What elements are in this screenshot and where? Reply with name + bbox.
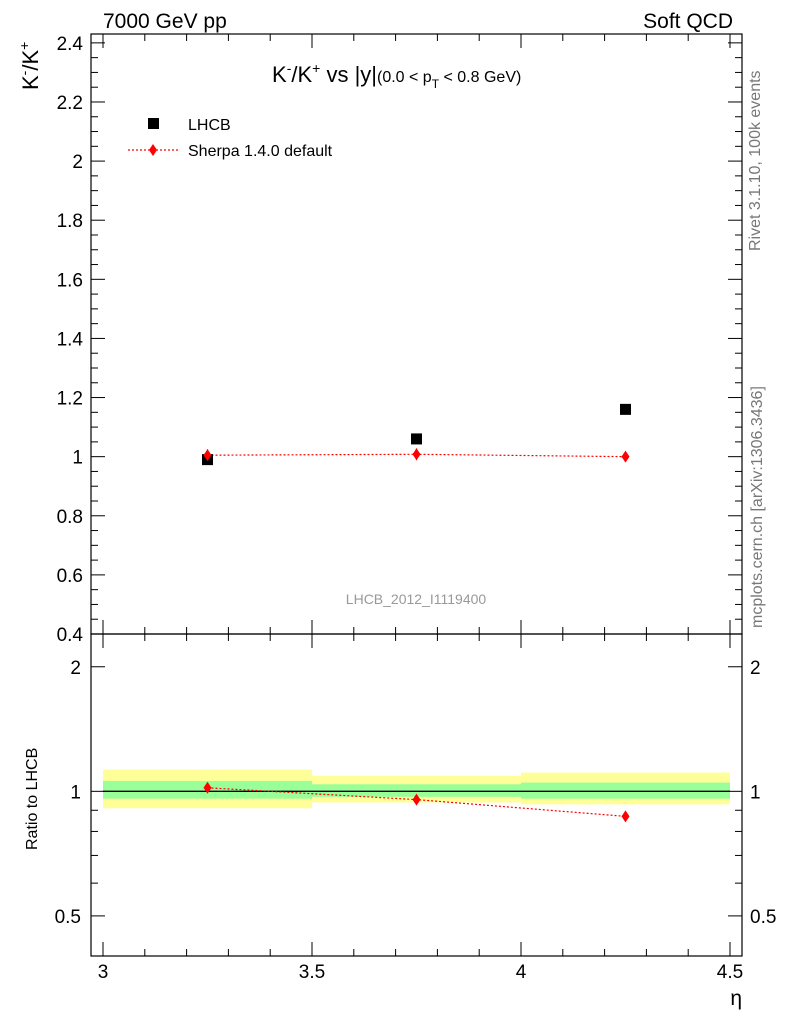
x-tick-label: 3.5 (299, 962, 325, 983)
ratio-data-layer (103, 769, 730, 823)
main-y-tick-label: 0.6 (57, 566, 83, 587)
x-axis-label: η (730, 987, 742, 1010)
mcplots-label: mcplots.cern.ch [arXiv:1306.3436] (749, 386, 766, 628)
rivet-label: Rivet 3.1.10, 100k events (747, 70, 764, 251)
main-y-label: K-/K+ (16, 42, 43, 90)
ratio-frame (90, 633, 743, 957)
header-left: 7000 GeV pp (103, 10, 227, 33)
main-panel: 0.4 0.6 0.8 1 1.2 1.4 1.6 1.8 2 2.2 2.4 K-/K+ K-/K… (16, 33, 743, 646)
mc-point (203, 449, 212, 462)
legend-marker-sherpa (149, 144, 157, 156)
legend-marker-lhcb (148, 118, 159, 129)
main-y-tick-label: 1.6 (57, 270, 83, 291)
ratio-y-tick-label: 0.5 (55, 907, 81, 928)
ratio-band-inner (312, 784, 521, 797)
ratio-y-tick-label-right: 2 (750, 658, 761, 679)
header-right: Soft QCD (643, 10, 733, 33)
mc-point (412, 448, 421, 461)
main-ticks (91, 34, 742, 635)
main-y-tick-label: 0.4 (57, 625, 84, 646)
main-y-tick-label: 2 (72, 152, 83, 173)
lhcb-point (620, 403, 631, 415)
main-title: K-/K+ vs |y|(0.0 < pT < 0.8 GeV) (272, 60, 521, 91)
ratio-y-tick-label-right: 0.5 (750, 907, 776, 928)
legend-label-lhcb: LHCB (188, 117, 231, 134)
ratio-y-tick-label-right: 1 (750, 782, 761, 803)
x-tick-labels: 3 3.5 4 4.5 (98, 962, 744, 983)
ratio-y-tick-labels: 0.5 0.5 1 1 2 2 (55, 658, 777, 928)
x-tick-label: 4.5 (717, 962, 743, 983)
main-y-tick-label: 0.8 (57, 507, 83, 528)
x-tick-label: 4 (516, 962, 527, 983)
legend: LHCB Sherpa 1.4.0 default (128, 117, 333, 160)
main-y-tick-label: 1.4 (57, 329, 84, 350)
main-y-tick-labels: 0.4 0.6 0.8 1 1.2 1.4 1.6 1.8 2 2.2 2.4 (57, 34, 84, 646)
main-y-tick-label: 2.2 (57, 93, 83, 114)
lhcb-point (411, 433, 422, 445)
ratio-y-tick-label: 1 (70, 782, 81, 803)
main-y-tick-label: 1.8 (57, 211, 83, 232)
analysis-watermark: LHCB_2012_I1119400 (346, 591, 487, 607)
ratio-mc-point (621, 810, 630, 823)
ratio-panel: 0.5 0.5 1 1 2 2 3 3.5 4 4.5 Ratio to LHCB η (24, 633, 777, 1010)
ratio-y-label: Ratio to LHCB (24, 748, 41, 850)
main-data-layer (202, 403, 631, 466)
ratio-mc-point (412, 793, 421, 806)
ratio-band-inner (521, 782, 730, 799)
main-y-tick-label: 1 (72, 448, 83, 469)
legend-label-sherpa: Sherpa 1.4.0 default (188, 143, 333, 160)
mc-point (621, 450, 630, 463)
main-y-tick-label: 2.4 (57, 34, 84, 55)
ratio-y-tick-label: 2 (70, 658, 81, 679)
main-y-tick-label: 1.2 (57, 389, 83, 410)
ratio-ticks (91, 634, 742, 957)
x-tick-label: 3 (98, 962, 109, 983)
ratio-mc-point (203, 781, 212, 794)
